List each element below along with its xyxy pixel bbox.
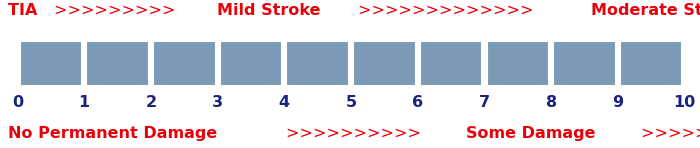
Text: 5: 5 [346,95,356,110]
FancyBboxPatch shape [286,41,349,86]
FancyBboxPatch shape [620,41,682,86]
Text: >>>>>>>>>: >>>>>>>>> [54,3,180,18]
Text: 6: 6 [412,95,423,110]
FancyBboxPatch shape [220,41,282,86]
FancyBboxPatch shape [86,41,149,86]
Text: 2: 2 [146,95,157,110]
Text: 8: 8 [545,95,557,110]
Text: >>>>>>>: >>>>>>> [640,126,700,141]
Text: 7: 7 [479,95,490,110]
Text: >>>>>>>>>>: >>>>>>>>>> [286,126,426,141]
FancyBboxPatch shape [20,41,82,86]
Text: >>>>>>>>>>>>>: >>>>>>>>>>>>> [358,3,538,18]
Text: TIA: TIA [8,3,43,18]
Text: 10: 10 [673,95,696,110]
Text: 1: 1 [78,95,90,110]
FancyBboxPatch shape [353,41,416,86]
FancyBboxPatch shape [420,41,482,86]
Text: 9: 9 [612,95,624,110]
Text: 0: 0 [12,95,23,110]
Text: 4: 4 [279,95,290,110]
Text: No Permanent Damage: No Permanent Damage [8,126,223,141]
Text: 3: 3 [212,95,223,110]
FancyBboxPatch shape [153,41,216,86]
Text: Mild Stroke: Mild Stroke [217,3,326,18]
Text: Some Damage: Some Damage [466,126,601,141]
FancyBboxPatch shape [553,41,616,86]
FancyBboxPatch shape [486,41,549,86]
Text: Moderate Stroke: Moderate Stroke [591,3,700,18]
